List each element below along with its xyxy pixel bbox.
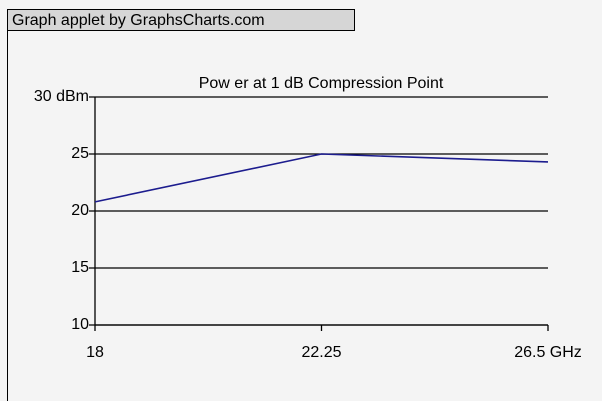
y-tick-label: 15: [71, 259, 89, 276]
y-tick-label: 25: [71, 145, 89, 162]
y-tick-label: 30 dBm: [34, 88, 89, 105]
x-tick-label: 26.5 GHz: [514, 344, 582, 361]
y-tick-label: 20: [71, 202, 89, 219]
chart-title: Pow er at 1 dB Compression Point: [199, 75, 444, 92]
data-line: [94, 153, 549, 203]
x-tick-label: 18: [86, 344, 104, 361]
applet-label: Graph applet by GraphsCharts.com: [12, 12, 265, 29]
x-tick-label: 22.25: [301, 344, 341, 361]
y-tick-label: 10: [71, 316, 89, 333]
applet-label-box: [7, 9, 355, 31]
